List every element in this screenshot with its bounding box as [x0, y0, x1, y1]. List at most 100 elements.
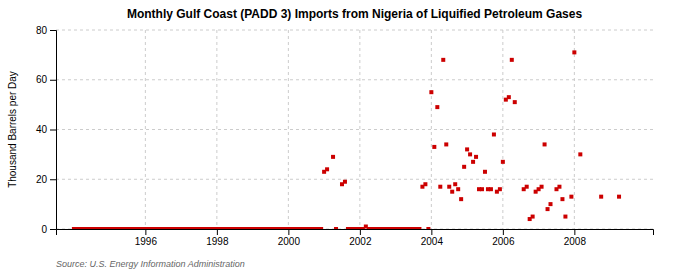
tick: 20: [36, 174, 56, 185]
point: [474, 155, 478, 159]
tick-mark: [50, 179, 56, 180]
point: [546, 207, 550, 211]
point: [480, 187, 484, 191]
point: [549, 202, 553, 206]
axis-line: [57, 230, 654, 236]
point: [525, 185, 529, 189]
tick-mark: [360, 229, 361, 235]
point: [456, 187, 460, 191]
point: [531, 215, 535, 219]
tick-mark: [574, 229, 575, 235]
point: [513, 100, 517, 104]
grid-line: [56, 179, 653, 180]
point: [444, 142, 448, 146]
point: [599, 195, 603, 199]
tick-label: 2000: [278, 236, 301, 247]
point: [468, 152, 472, 156]
grid-line: [574, 30, 575, 229]
point: [432, 145, 436, 149]
point: [560, 197, 564, 201]
point: [617, 195, 621, 199]
point: [429, 90, 433, 94]
point: [492, 132, 496, 136]
tick-label: 2008: [564, 236, 587, 247]
y-axis: 0 20 40 60 80: [36, 25, 57, 235]
point: [435, 105, 439, 109]
tick-label: 80: [36, 25, 48, 36]
tick-label: 20: [36, 174, 48, 185]
tick: 1996: [135, 229, 158, 247]
point: [462, 165, 466, 169]
tick: 2000: [278, 229, 301, 247]
title: Monthly Gulf Coast (PADD 3) Imports from…: [127, 7, 582, 21]
point: [501, 160, 505, 164]
tick-mark: [50, 130, 56, 131]
grid: [56, 30, 653, 229]
plot-area: 1996 1998 2000 2002 2004 2006 2008 0 20 40 60 80: [36, 25, 654, 247]
grid-line: [145, 30, 146, 229]
point: [334, 227, 338, 229]
point: [450, 190, 454, 194]
point: [569, 195, 573, 199]
tick-label: 1996: [135, 236, 158, 247]
point: [319, 227, 323, 229]
point: [441, 58, 445, 62]
point: [540, 185, 544, 189]
point: [557, 185, 561, 189]
tick: 2006: [492, 229, 515, 247]
point: [507, 95, 511, 99]
tick: 60: [36, 74, 56, 85]
point: [483, 170, 487, 174]
points: [72, 50, 621, 229]
grid-line: [216, 30, 217, 229]
point: [331, 155, 335, 159]
point: [489, 187, 493, 191]
tick: 2008: [564, 229, 587, 247]
point: [510, 58, 514, 62]
tick-label: 0: [41, 224, 47, 235]
point: [417, 227, 421, 229]
tick: 40: [36, 124, 56, 135]
tick-label: 2004: [421, 236, 444, 247]
point: [543, 142, 547, 146]
point: [453, 182, 457, 186]
point: [572, 50, 576, 54]
tick-mark: [50, 229, 56, 230]
tick: 1998: [206, 229, 229, 247]
point: [459, 197, 463, 201]
grid-line: [288, 30, 289, 229]
axis-line: [50, 31, 57, 230]
tick-mark: [50, 30, 56, 31]
point: [343, 180, 347, 184]
tick-label: 40: [36, 124, 48, 135]
tick: 2002: [349, 229, 372, 247]
tick-mark: [217, 229, 218, 235]
point: [325, 167, 329, 171]
source: Source: U.S. Energy Information Administ…: [56, 259, 245, 269]
tick-mark: [50, 80, 56, 81]
grid-line: [502, 30, 503, 229]
tick-mark: [431, 229, 432, 235]
tick-mark: [503, 229, 504, 235]
tick: 80: [36, 25, 56, 36]
point: [438, 185, 442, 189]
grid-line: [56, 129, 653, 130]
chart: 1996 1998 2000 2002 2004 2006 2008 0 20 40 60 80 Mon…: [0, 0, 675, 275]
tick: 2004: [421, 229, 444, 247]
x-axis: 1996 1998 2000 2002 2004 2006 2008: [57, 229, 654, 247]
tick: 0: [41, 224, 56, 235]
point: [578, 152, 582, 156]
point: [465, 147, 469, 151]
point: [471, 160, 475, 164]
tick-mark: [288, 229, 289, 235]
tick-mark: [145, 229, 146, 235]
tick-label: 2002: [349, 236, 372, 247]
point: [423, 182, 427, 186]
tick-label: 1998: [206, 236, 229, 247]
tick-label: 60: [36, 74, 48, 85]
point: [447, 185, 451, 189]
point: [426, 227, 430, 229]
grid-line: [431, 30, 432, 229]
y-axis-title: Thousand Barrels per Day: [7, 71, 18, 188]
grid-line: [359, 30, 360, 229]
